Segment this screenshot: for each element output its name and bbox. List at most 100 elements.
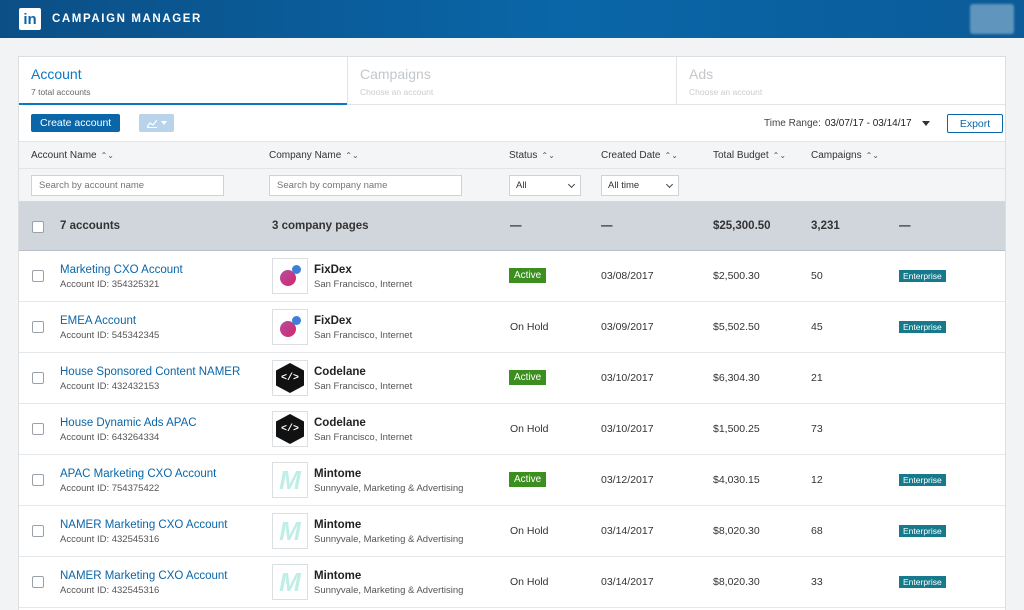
total-budget: $8,020.30 xyxy=(713,525,760,537)
row-checkbox[interactable] xyxy=(32,423,44,435)
app-title: CAMPAIGN MANAGER xyxy=(52,13,202,25)
time-range-selector[interactable]: Time Range: 03/07/17 - 03/14/17 xyxy=(764,118,930,129)
time-range-label: Time Range: xyxy=(764,118,821,129)
table-row[interactable]: EMEA Account Account ID: 545342345 FixDe… xyxy=(19,302,1005,353)
column-label: Campaigns xyxy=(811,150,862,161)
account-name-link[interactable]: EMEA Account xyxy=(60,315,137,327)
table-row[interactable]: NAMER Marketing CXO Account Account ID: … xyxy=(19,557,1005,608)
total-budget: $4,030.15 xyxy=(713,474,760,486)
tab-ads-subtitle: Choose an account xyxy=(689,87,763,97)
account-id: Account ID: 432545316 xyxy=(60,585,160,596)
row-checkbox[interactable] xyxy=(32,474,44,486)
accounts-panel: Account 7 total accounts Campaigns Choos… xyxy=(18,56,1006,610)
filter-row: All All time xyxy=(19,169,1005,202)
tab-account[interactable]: Account 7 total accounts xyxy=(19,57,348,105)
company-location: San Francisco, Internet xyxy=(314,279,413,290)
tab-campaigns-title: Campaigns xyxy=(360,66,431,82)
table-row[interactable]: House Dynamic Ads APAC Account ID: 64326… xyxy=(19,404,1005,455)
company-name: Mintome xyxy=(314,468,362,480)
tab-campaigns[interactable]: Campaigns Choose an account xyxy=(348,57,677,104)
company-location: Sunnyvale, Marketing & Advertising xyxy=(314,585,464,596)
time-range-value: 03/07/17 - 03/14/17 xyxy=(824,118,912,129)
fixdex-logo-icon xyxy=(276,262,304,290)
account-id: Account ID: 545342345 xyxy=(60,330,160,341)
account-search-input[interactable] xyxy=(31,175,224,196)
company-logo xyxy=(272,309,308,345)
column-header-company-name[interactable]: Company Name ⌃⌄ xyxy=(269,150,359,161)
table-row[interactable]: Marketing CXO Account Account ID: 354325… xyxy=(19,251,1005,302)
total-budget: $2,500.30 xyxy=(713,270,760,282)
account-name-link[interactable]: House Dynamic Ads APAC xyxy=(60,417,197,429)
row-checkbox[interactable] xyxy=(32,270,44,282)
table-row[interactable]: House Sponsored Content NAMER Account ID… xyxy=(19,353,1005,404)
company-name: FixDex xyxy=(314,315,352,327)
account-name-link[interactable]: Marketing CXO Account xyxy=(60,264,183,276)
chevron-down-icon xyxy=(160,121,167,125)
column-header-status[interactable]: Status ⌃⌄ xyxy=(509,150,555,161)
campaign-count: 73 xyxy=(811,423,823,435)
summary-campaigns: 3,231 xyxy=(811,220,840,232)
company-name: Mintome xyxy=(314,570,362,582)
linkedin-logo-icon[interactable]: in xyxy=(19,8,41,30)
account-id: Account ID: 432545316 xyxy=(60,534,160,545)
table-row[interactable]: NAMER Marketing CXO Account Account ID: … xyxy=(19,506,1005,557)
export-button[interactable]: Export xyxy=(947,114,1003,133)
enterprise-badge: Enterprise xyxy=(899,525,946,537)
sort-icon: ⌃⌄ xyxy=(541,150,555,160)
select-all-checkbox[interactable] xyxy=(32,221,44,233)
company-search-input[interactable] xyxy=(269,175,462,196)
chart-dropdown-button[interactable] xyxy=(139,114,174,132)
total-budget: $8,020.30 xyxy=(713,576,760,588)
account-name-link[interactable]: NAMER Marketing CXO Account xyxy=(60,570,228,582)
mintome-logo-icon: M xyxy=(279,465,301,495)
codelane-logo-icon: </> xyxy=(276,363,304,393)
status-badge: Active xyxy=(509,268,547,283)
campaign-count: 33 xyxy=(811,576,823,588)
column-header-created-date[interactable]: Created Date ⌃⌄ xyxy=(601,150,678,161)
row-checkbox[interactable] xyxy=(32,372,44,384)
company-name: Codelane xyxy=(314,417,366,429)
user-avatar[interactable] xyxy=(970,4,1014,34)
top-navigation-bar: in CAMPAIGN MANAGER xyxy=(0,0,1024,38)
account-id: Account ID: 432432153 xyxy=(60,381,160,392)
created-date: 03/14/2017 xyxy=(601,525,654,537)
status-badge: Active xyxy=(509,472,547,487)
column-label: Account Name xyxy=(31,150,97,161)
status-badge: Active xyxy=(509,370,547,385)
accounts-table-body: Marketing CXO Account Account ID: 354325… xyxy=(19,251,1005,608)
sort-icon: ⌃⌄ xyxy=(772,150,787,160)
table-row[interactable]: APAC Marketing CXO Account Account ID: 7… xyxy=(19,455,1005,506)
tab-bar: Account 7 total accounts Campaigns Choos… xyxy=(19,57,1005,105)
row-checkbox[interactable] xyxy=(32,576,44,588)
column-label: Created Date xyxy=(601,150,661,161)
tab-ads-title: Ads xyxy=(689,66,714,82)
total-budget: $1,500.25 xyxy=(713,423,760,435)
create-account-button[interactable]: Create account xyxy=(31,114,121,132)
company-location: Sunnyvale, Marketing & Advertising xyxy=(314,483,464,494)
column-label: Status xyxy=(509,150,538,161)
sort-icon: ⌃⌄ xyxy=(100,150,114,160)
account-name-link[interactable]: NAMER Marketing CXO Account xyxy=(60,519,228,531)
column-header-total-budget[interactable]: Total Budget ⌃⌄ xyxy=(713,150,786,161)
total-budget: $6,304.30 xyxy=(713,372,760,384)
row-checkbox[interactable] xyxy=(32,525,44,537)
created-date: 03/08/2017 xyxy=(601,270,654,282)
company-logo: M xyxy=(272,564,308,600)
campaign-count: 21 xyxy=(811,372,823,384)
column-header-account-name[interactable]: Account Name ⌃⌄ xyxy=(31,150,114,161)
column-header-campaigns[interactable]: Campaigns ⌃⌄ xyxy=(811,150,879,161)
sort-icon: ⌃⌄ xyxy=(865,150,879,160)
tab-ads[interactable]: Ads Choose an account xyxy=(677,57,1005,104)
company-location: Sunnyvale, Marketing & Advertising xyxy=(314,534,464,545)
mintome-logo-icon: M xyxy=(279,567,301,597)
account-name-link[interactable]: House Sponsored Content NAMER xyxy=(60,366,241,378)
column-label: Company Name xyxy=(269,150,342,161)
account-name-link[interactable]: APAC Marketing CXO Account xyxy=(60,468,217,480)
company-logo: </> xyxy=(272,360,308,396)
account-id: Account ID: 754375422 xyxy=(60,483,160,494)
chevron-down-icon xyxy=(665,180,674,188)
summary-budget: $25,300.50 xyxy=(713,220,771,232)
status-filter-select[interactable]: All xyxy=(509,175,581,196)
row-checkbox[interactable] xyxy=(32,321,44,333)
date-filter-select[interactable]: All time xyxy=(601,175,679,196)
